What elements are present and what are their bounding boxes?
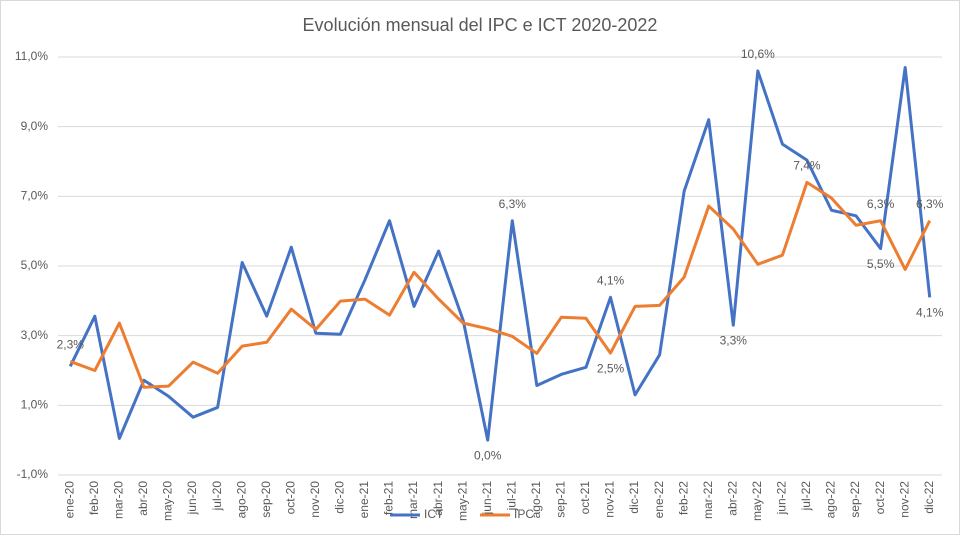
x-tick-label: abr-22 — [725, 481, 739, 516]
x-tick-label: oct-20 — [283, 481, 297, 515]
x-tick-label: oct-22 — [873, 481, 887, 515]
x-tick-label: jun-22 — [775, 481, 789, 516]
x-tick-label: jun-20 — [185, 481, 199, 516]
x-tick-label: oct-21 — [578, 481, 592, 515]
y-tick-label: 5,0% — [21, 258, 49, 272]
data-label: 4,1% — [597, 274, 625, 288]
x-tick-label: jul-21 — [504, 481, 518, 512]
data-label: 6,3% — [867, 197, 895, 211]
legend-label: IPC — [514, 507, 534, 521]
x-tick-label: ago-20 — [234, 481, 248, 519]
legend-label: ICT — [424, 507, 444, 521]
data-label: 0,0% — [474, 448, 502, 462]
x-tick-label: dic-21 — [627, 481, 641, 514]
x-tick-label: mar-22 — [701, 481, 715, 519]
data-label: 6,3% — [499, 197, 527, 211]
x-tick-label: dic-22 — [922, 481, 936, 514]
y-tick-label: 3,0% — [21, 328, 49, 342]
data-label: 5,5% — [867, 257, 895, 271]
x-tick-label: jul-20 — [210, 481, 224, 512]
x-tick-label: ago-21 — [529, 481, 543, 519]
x-tick-label: abr-20 — [136, 481, 150, 516]
x-tick-label: may-22 — [750, 481, 764, 521]
data-label: 2,5% — [597, 361, 625, 375]
series-line — [68, 65, 932, 442]
y-tick-label: 9,0% — [21, 119, 49, 133]
x-tick-label: sep-20 — [259, 481, 273, 518]
x-tick-label: jun-21 — [480, 481, 494, 516]
data-label: 2,3% — [57, 338, 85, 352]
series-line — [69, 180, 932, 389]
x-tick-label: nov-22 — [897, 481, 911, 518]
chart-title: Evolución mensual del IPC e ICT 2020-202… — [303, 15, 658, 35]
x-tick-label: ene-21 — [357, 481, 371, 519]
x-tick-label: sep-22 — [848, 481, 862, 518]
x-tick-label: ene-22 — [652, 481, 666, 519]
y-tick-label: 7,0% — [21, 189, 49, 203]
x-tick-label: mar-20 — [112, 481, 126, 519]
data-label: 4,1% — [916, 306, 944, 320]
x-tick-label: nov-20 — [308, 481, 322, 518]
x-tick-label: jul-22 — [799, 481, 813, 512]
x-tick-label: ago-22 — [824, 481, 838, 519]
data-label: 7,4% — [793, 159, 821, 173]
x-tick-label: dic-20 — [333, 481, 347, 514]
x-tick-label: nov-21 — [603, 481, 617, 518]
data-label: 6,3% — [916, 197, 944, 211]
x-tick-label: sep-21 — [554, 481, 568, 518]
data-label: 10,6% — [741, 47, 775, 61]
y-tick-label: 11,0% — [15, 49, 48, 63]
x-tick-label: mar-21 — [406, 481, 420, 519]
x-tick-label: abr-21 — [431, 481, 445, 516]
data-label: 3,3% — [720, 333, 748, 347]
x-tick-label: feb-20 — [87, 481, 101, 515]
x-tick-label: may-21 — [455, 481, 469, 521]
x-tick-label: feb-21 — [382, 481, 396, 515]
x-tick-label: feb-22 — [676, 481, 690, 515]
x-tick-label: ene-20 — [62, 481, 76, 519]
y-tick-label: 1,0% — [21, 398, 49, 412]
x-tick-label: may-20 — [161, 481, 175, 521]
y-tick-label: -1,0% — [17, 467, 49, 481]
